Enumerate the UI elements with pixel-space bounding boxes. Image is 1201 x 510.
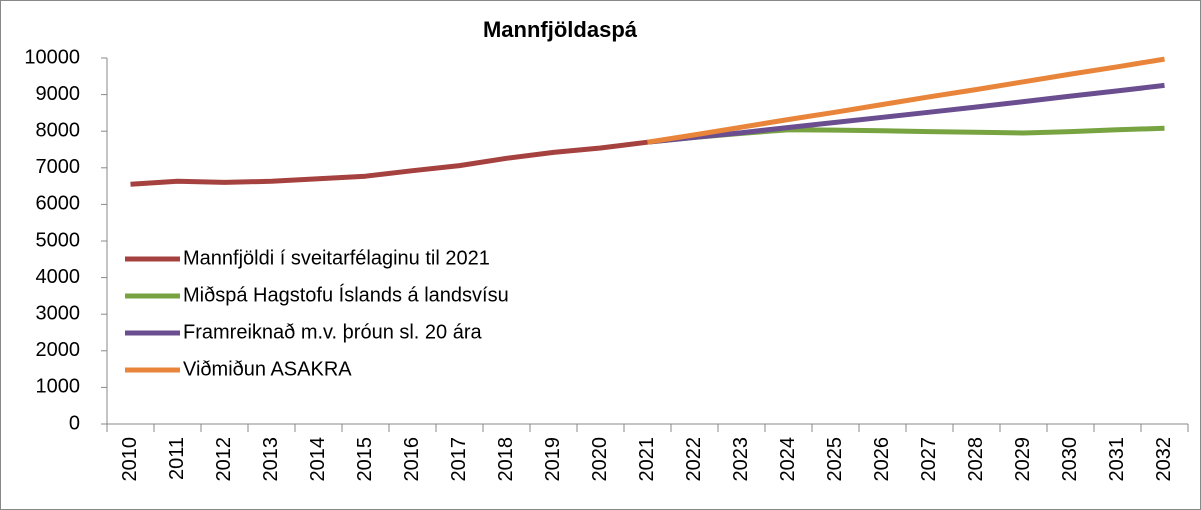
series-line [647, 82, 1165, 145]
legend-label: Framreiknað m.v. þróun sl. 20 ára [183, 321, 483, 343]
x-tick-label: 2012 [213, 437, 235, 482]
x-tick-label: 2027 [918, 437, 940, 482]
x-tick-label: 2020 [589, 437, 611, 482]
x-tick-label: 2032 [1153, 437, 1175, 482]
x-tick-label: 2010 [119, 437, 141, 482]
y-tick-label: 1000 [36, 376, 81, 398]
x-tick-label: 2015 [354, 437, 376, 482]
x-tick-label: 2011 [166, 437, 188, 480]
series-line [647, 56, 1165, 145]
x-tick-label: 2024 [777, 437, 799, 482]
x-tick-label: 2025 [824, 437, 846, 482]
x-tick-label: 2017 [448, 437, 470, 482]
y-tick-label: 10000 [24, 46, 80, 68]
legend-label: Miðspá Hagstofu Íslands á landsvísu [183, 283, 509, 306]
y-tick-label: 9000 [36, 83, 81, 105]
y-tick-label: 8000 [36, 119, 81, 141]
legend-label: Mannfjöldi í sveitarfélaginu til 2021 [183, 247, 490, 269]
y-tick-label: 7000 [36, 156, 81, 178]
y-tick-label: 0 [69, 412, 80, 434]
y-tick-label: 5000 [36, 229, 81, 251]
y-tick-label: 6000 [36, 193, 81, 215]
x-tick-label: 2021 [636, 437, 658, 482]
x-tick-label: 2016 [401, 437, 423, 482]
y-tick-label: 2000 [36, 339, 81, 361]
x-tick-label: 2026 [871, 437, 893, 482]
x-tick-label: 2029 [1012, 437, 1034, 482]
x-tick-label: 2014 [307, 437, 329, 482]
x-tick-label: 2013 [260, 437, 282, 482]
x-tick-label: 2028 [965, 437, 987, 482]
chart-title: Mannfjöldaspá [483, 17, 638, 42]
x-tick-label: 2018 [495, 437, 517, 482]
x-tick-label: 2023 [730, 437, 752, 482]
x-tick-label: 2030 [1059, 437, 1081, 482]
x-tick-label: 2019 [542, 437, 564, 482]
y-tick-label: 3000 [36, 302, 81, 324]
x-tick-label: 2031 [1106, 437, 1128, 482]
legend-label: Viðmiðun ASAKRA [183, 358, 352, 380]
x-tick-label: 2022 [683, 437, 705, 482]
series-line [130, 139, 648, 187]
y-tick-label: 4000 [36, 266, 81, 288]
